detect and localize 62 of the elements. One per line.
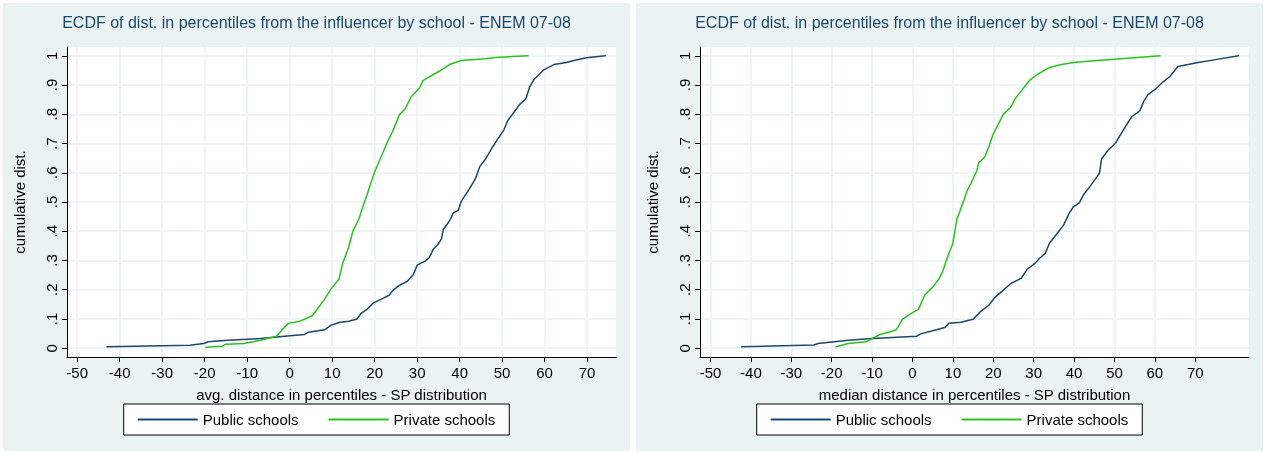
y-tick-label: .3 bbox=[43, 254, 60, 267]
x-tick-label: -30 bbox=[780, 364, 803, 381]
x-tick-label: 60 bbox=[536, 364, 553, 381]
x-tick-label: 70 bbox=[578, 364, 596, 381]
legend-label: Public schools bbox=[835, 411, 932, 428]
y-axis-title: cumulative dist. bbox=[644, 150, 661, 254]
y-tick-label: .1 bbox=[676, 312, 693, 326]
y-tick-label: .3 bbox=[676, 254, 693, 267]
x-tick-label: 70 bbox=[1186, 364, 1204, 381]
y-tick-label: 0 bbox=[676, 344, 693, 353]
y-tick-label: .7 bbox=[676, 137, 693, 150]
y-tick-label: .7 bbox=[43, 137, 60, 150]
x-tick-label: -30 bbox=[151, 364, 174, 381]
x-tick-label: 30 bbox=[408, 364, 426, 381]
x-tick-label: 10 bbox=[323, 364, 341, 381]
legend-label: Private schools bbox=[393, 411, 496, 428]
y-tick-label: .4 bbox=[676, 224, 693, 238]
y-tick-label: 1 bbox=[43, 51, 60, 60]
y-tick-label: .6 bbox=[676, 166, 693, 180]
y-tick-label: .9 bbox=[43, 78, 60, 92]
x-tick-label: -40 bbox=[108, 364, 131, 381]
y-tick-label: .9 bbox=[676, 78, 693, 92]
y-tick-label: .2 bbox=[43, 283, 60, 296]
x-tick-label: -50 bbox=[66, 364, 89, 381]
x-tick-label: 20 bbox=[366, 364, 383, 381]
y-axis-title: cumulative dist. bbox=[11, 150, 28, 254]
x-tick-label: 20 bbox=[984, 364, 1002, 381]
y-tick-label: .8 bbox=[43, 108, 60, 121]
line-series bbox=[835, 55, 1161, 348]
x-tick-label: 50 bbox=[1106, 364, 1123, 381]
legend-label: Public schools bbox=[202, 411, 299, 428]
line-series bbox=[205, 55, 529, 349]
y-tick-label: .2 bbox=[676, 283, 693, 296]
y-tick-label: .5 bbox=[43, 195, 60, 209]
line-series bbox=[740, 55, 1240, 348]
legend-label: Private schools bbox=[1026, 411, 1129, 428]
x-tick-label: 10 bbox=[944, 364, 962, 381]
x-tick-label: 40 bbox=[1065, 364, 1083, 381]
x-tick-label: 0 bbox=[285, 364, 294, 381]
y-tick-label: .4 bbox=[43, 224, 60, 238]
chart-title: ECDF of dist. in percentiles from the influencer by school - ENEM 07-08 bbox=[62, 13, 571, 31]
x-tick-label: 50 bbox=[493, 364, 511, 381]
x-tick-label: -10 bbox=[236, 364, 259, 381]
y-tick-label: .1 bbox=[43, 312, 60, 326]
line-series bbox=[106, 55, 607, 348]
x-tick-label: -20 bbox=[193, 364, 216, 381]
y-tick-label: 0 bbox=[43, 344, 60, 353]
x-tick-label: 0 bbox=[908, 364, 917, 381]
y-tick-label: 1 bbox=[676, 51, 693, 60]
y-tick-label: .5 bbox=[676, 195, 693, 209]
x-tick-label: -20 bbox=[820, 364, 843, 381]
x-axis-title: median distance in percentiles - SP distribution bbox=[818, 386, 1131, 403]
x-tick-label: 60 bbox=[1146, 364, 1164, 381]
x-axis-title: avg. distance in percentiles - SP distribution bbox=[196, 386, 487, 403]
x-tick-label: 30 bbox=[1025, 364, 1043, 381]
x-tick-label: -50 bbox=[699, 364, 722, 381]
y-tick-label: .6 bbox=[43, 166, 60, 180]
x-tick-label: 40 bbox=[451, 364, 468, 381]
y-tick-label: .8 bbox=[676, 108, 693, 121]
x-tick-label: -10 bbox=[861, 364, 883, 381]
x-tick-label: -40 bbox=[740, 364, 762, 381]
chart-title: ECDF of dist. in percentiles from the influencer by school - ENEM 07-08 bbox=[695, 13, 1204, 31]
